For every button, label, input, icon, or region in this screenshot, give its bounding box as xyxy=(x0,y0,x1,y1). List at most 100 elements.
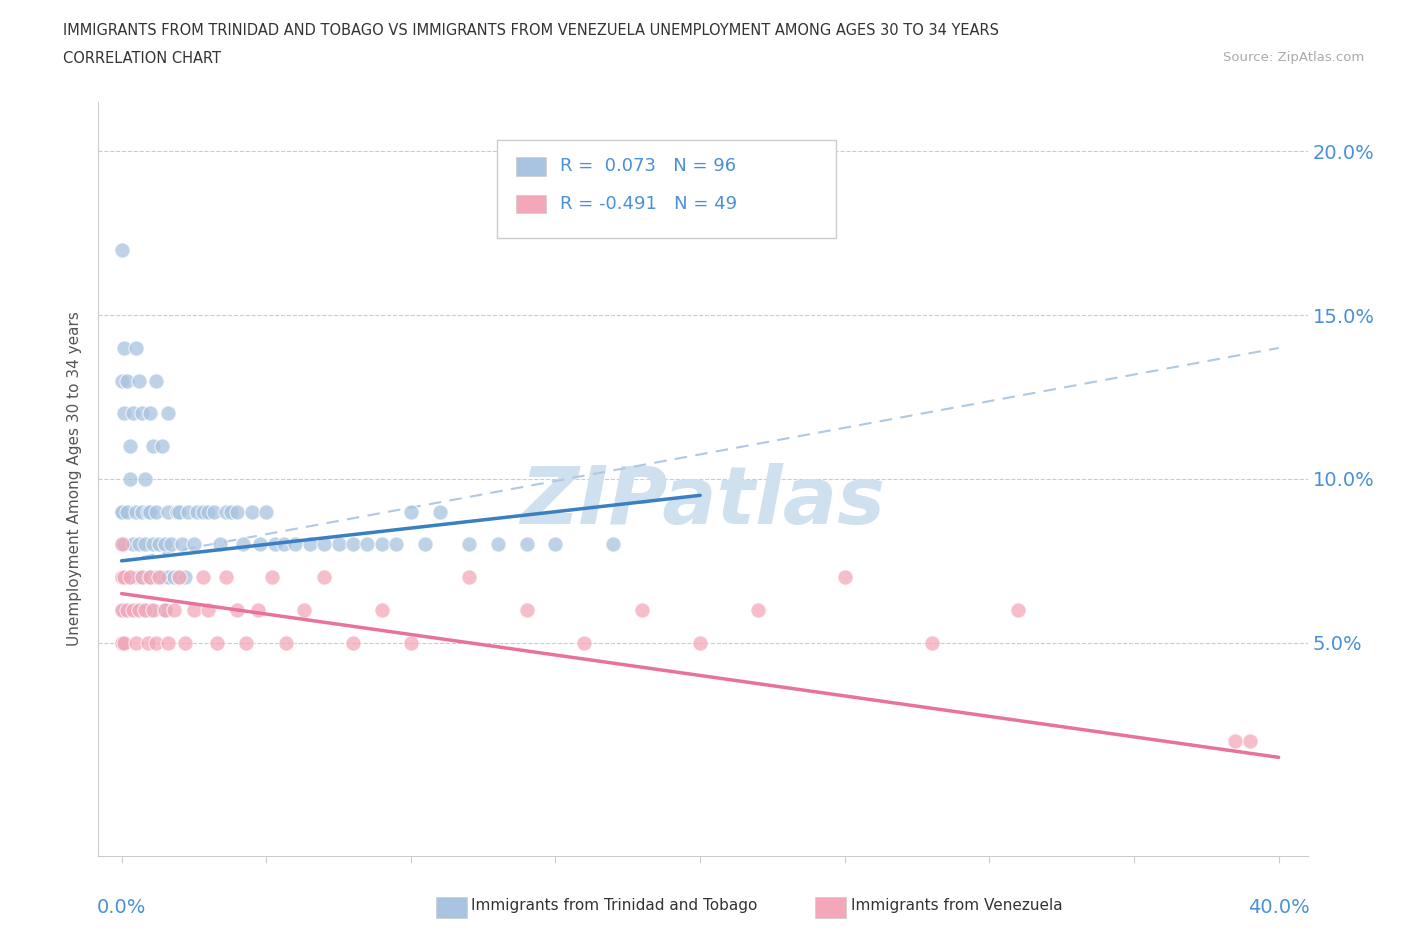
Point xyxy=(120,472,142,486)
Bar xyxy=(516,157,546,176)
Point xyxy=(254,504,277,519)
Point xyxy=(226,504,249,519)
Point xyxy=(162,603,184,618)
Point xyxy=(205,635,228,650)
Point xyxy=(747,603,769,618)
Point xyxy=(371,603,394,618)
Point xyxy=(134,603,156,618)
Point xyxy=(342,537,364,551)
Point xyxy=(125,635,148,650)
Point xyxy=(298,537,321,551)
Point xyxy=(122,603,145,618)
Point xyxy=(110,570,132,585)
Point xyxy=(183,603,205,618)
Point xyxy=(117,603,139,618)
Point xyxy=(139,406,162,421)
Point xyxy=(148,570,170,585)
Point xyxy=(169,570,191,585)
Point xyxy=(544,537,567,551)
Point xyxy=(183,537,205,551)
Point xyxy=(134,537,156,551)
Point xyxy=(191,504,214,519)
Point xyxy=(429,504,451,519)
Point xyxy=(110,242,132,257)
Point xyxy=(457,537,479,551)
Point xyxy=(136,570,159,585)
Point xyxy=(110,537,132,551)
Point xyxy=(226,603,249,618)
Point xyxy=(631,603,654,618)
Point xyxy=(114,570,136,585)
Point xyxy=(131,570,153,585)
Point xyxy=(114,406,136,421)
Point xyxy=(131,406,153,421)
Point xyxy=(249,537,271,551)
Point xyxy=(117,570,139,585)
Point xyxy=(312,570,335,585)
Point xyxy=(240,504,263,519)
Point xyxy=(114,340,136,355)
Point xyxy=(136,635,159,650)
Text: CORRELATION CHART: CORRELATION CHART xyxy=(63,51,221,66)
Point xyxy=(120,570,142,585)
Y-axis label: Unemployment Among Ages 30 to 34 years: Unemployment Among Ages 30 to 34 years xyxy=(67,312,83,646)
Point xyxy=(114,570,136,585)
Point xyxy=(399,504,422,519)
Point xyxy=(156,570,179,585)
Text: R =  0.073   N = 96: R = 0.073 N = 96 xyxy=(561,157,737,176)
Point xyxy=(486,537,509,551)
Point xyxy=(284,537,307,551)
Point xyxy=(177,504,200,519)
Point xyxy=(114,635,136,650)
Bar xyxy=(516,194,546,213)
Point xyxy=(159,537,181,551)
Point xyxy=(142,537,165,551)
Point xyxy=(356,537,378,551)
Point xyxy=(145,373,167,388)
Point xyxy=(156,504,179,519)
Point xyxy=(385,537,408,551)
Point xyxy=(260,570,283,585)
Point xyxy=(122,537,145,551)
Point xyxy=(169,504,191,519)
Point xyxy=(110,373,132,388)
Point xyxy=(131,504,153,519)
Point xyxy=(399,635,422,650)
Point xyxy=(834,570,856,585)
Point xyxy=(515,603,537,618)
Point xyxy=(921,635,943,650)
Point xyxy=(292,603,315,618)
Point xyxy=(413,537,436,551)
Point xyxy=(110,603,132,618)
Point xyxy=(134,472,156,486)
Point xyxy=(162,570,184,585)
Point xyxy=(142,603,165,618)
Text: Immigrants from Venezuela: Immigrants from Venezuela xyxy=(851,898,1063,913)
Point xyxy=(235,635,257,650)
Text: R = -0.491   N = 49: R = -0.491 N = 49 xyxy=(561,195,737,213)
Point xyxy=(515,537,537,551)
Point xyxy=(117,373,139,388)
Point xyxy=(110,635,132,650)
Point xyxy=(215,570,238,585)
Point xyxy=(136,504,159,519)
Point xyxy=(128,373,150,388)
Point xyxy=(128,603,150,618)
Point xyxy=(120,439,142,454)
Point xyxy=(122,406,145,421)
Point xyxy=(110,603,132,618)
Point xyxy=(114,537,136,551)
Point xyxy=(312,537,335,551)
Point xyxy=(125,603,148,618)
Point xyxy=(134,603,156,618)
Point xyxy=(110,504,132,519)
Point xyxy=(1225,734,1247,749)
Point xyxy=(602,537,624,551)
FancyBboxPatch shape xyxy=(498,140,837,238)
Point xyxy=(114,603,136,618)
Point xyxy=(139,570,162,585)
Point xyxy=(273,537,295,551)
Point xyxy=(145,570,167,585)
Point xyxy=(131,570,153,585)
Point xyxy=(328,537,350,551)
